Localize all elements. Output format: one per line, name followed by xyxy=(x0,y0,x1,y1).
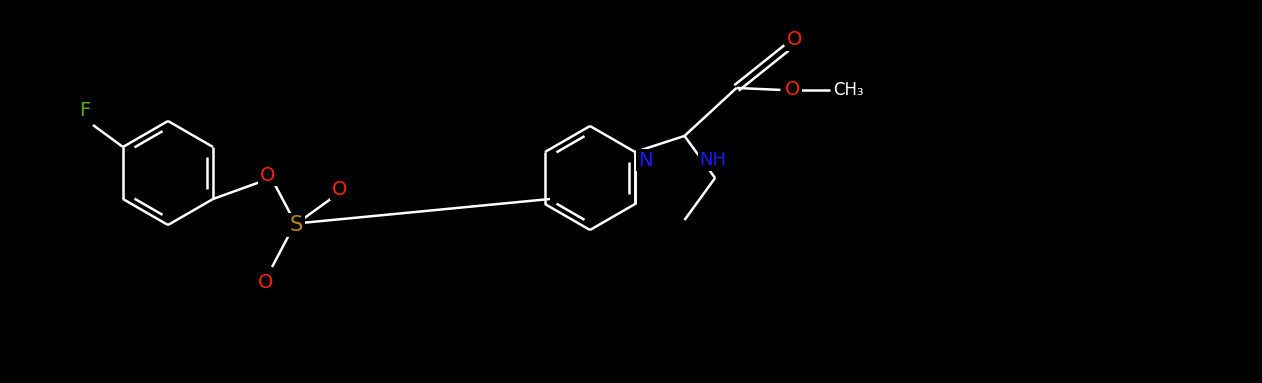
Text: S: S xyxy=(289,215,303,235)
Text: O: O xyxy=(786,30,803,49)
Text: NH: NH xyxy=(699,151,727,169)
Text: F: F xyxy=(80,101,91,121)
Text: O: O xyxy=(785,80,800,100)
Text: CH₃: CH₃ xyxy=(833,81,863,99)
Text: O: O xyxy=(259,273,274,293)
Text: N: N xyxy=(637,151,652,170)
Text: O: O xyxy=(260,165,275,185)
Text: O: O xyxy=(332,180,348,198)
